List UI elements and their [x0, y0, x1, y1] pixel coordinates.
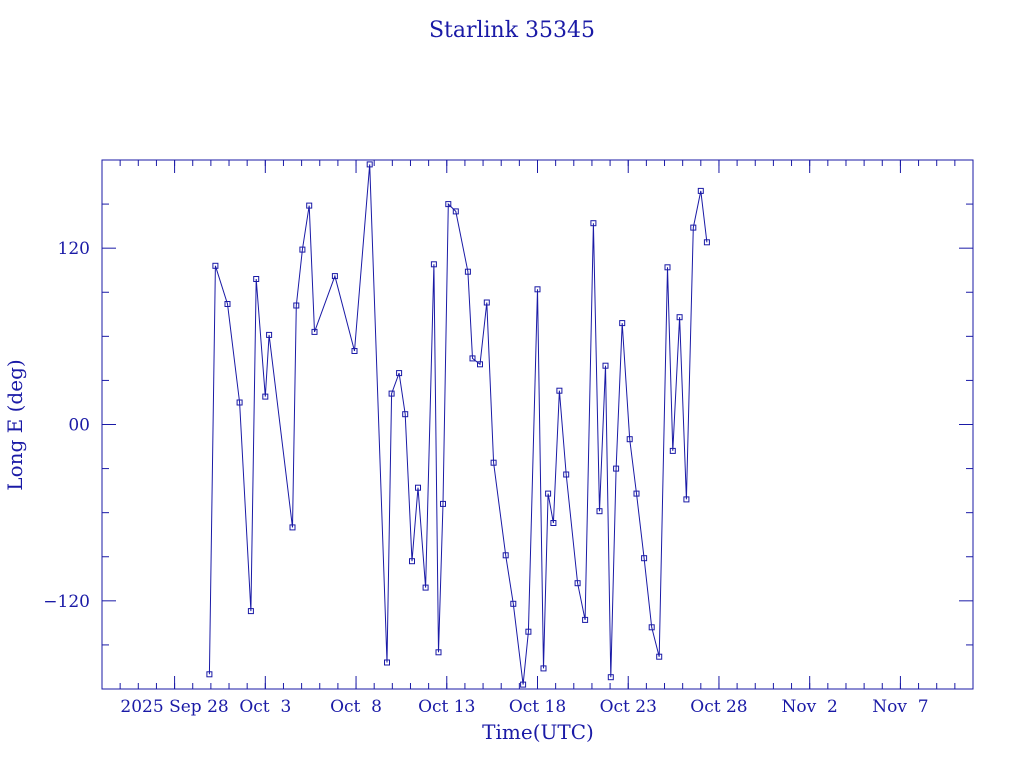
x-tick-label: 2025 Sep 28 [120, 697, 228, 717]
x-tick-label: Oct 23 [600, 697, 657, 717]
x-axis: 2025 Sep 28 Oct 3 Oct 8 Oct 13 Oct 18 Oct 23 O… [101, 160, 974, 717]
data-point [253, 276, 260, 282]
data-point [351, 348, 358, 354]
data-point [366, 161, 373, 168]
y-tick-label: 120 [58, 239, 90, 259]
data-point [477, 361, 483, 368]
data-point [626, 436, 633, 443]
data-point [435, 649, 442, 656]
x-tick-label: Oct 18 [509, 697, 566, 717]
data-point [641, 555, 648, 562]
data-point [422, 584, 429, 591]
data-point [596, 508, 603, 515]
data-point [384, 659, 390, 666]
data-point [556, 387, 563, 394]
data-point [683, 496, 690, 503]
data-point [266, 331, 273, 338]
data-point [664, 264, 671, 271]
data-point [289, 524, 296, 531]
y-axis: 120 00 −120 [43, 159, 973, 690]
data-point [510, 600, 517, 607]
data-point [299, 246, 306, 253]
data-point [540, 665, 547, 672]
x-tick-label: Oct 3 [239, 697, 291, 717]
x-tick-label: Oct 28 [690, 697, 747, 717]
data-point [293, 302, 300, 309]
data-point [545, 490, 552, 497]
data-point [452, 208, 459, 215]
plot-area [101, 159, 974, 690]
series-line [208, 164, 708, 685]
data-point [415, 484, 421, 491]
data-point [212, 262, 219, 269]
y-axis-label: Long E (deg) [3, 359, 27, 490]
data-point [440, 500, 446, 507]
chart-title: Starlink 35345 [429, 18, 595, 43]
series-layer [206, 161, 710, 688]
data-point [331, 273, 338, 280]
data-point [262, 393, 269, 400]
data-point [613, 465, 620, 472]
data-point [648, 624, 655, 631]
data-point [602, 362, 609, 369]
data-point [607, 674, 614, 681]
data-point [676, 314, 683, 321]
data-point [430, 261, 437, 268]
data-point [563, 471, 570, 478]
y-tick-label: −120 [43, 592, 90, 612]
series-group [206, 161, 710, 688]
data-point [590, 220, 597, 227]
data-point [247, 608, 254, 615]
plot-frame [101, 159, 974, 690]
data-point [656, 653, 663, 660]
data-point [525, 628, 532, 635]
data-point [469, 355, 476, 362]
data-point [490, 459, 497, 466]
x-tick-label: Oct 8 [330, 697, 382, 717]
x-tick-label: Nov 7 [872, 697, 928, 717]
y-tick-label: 00 [68, 416, 90, 436]
data-point [574, 580, 581, 587]
data-point [236, 399, 243, 406]
data-point [669, 447, 676, 454]
data-point [396, 370, 403, 377]
data-point [520, 681, 527, 688]
data-point [224, 301, 231, 307]
data-point [534, 286, 541, 293]
data-point [697, 187, 704, 194]
data-point [619, 320, 626, 327]
data-point [464, 268, 471, 275]
data-point [388, 390, 395, 397]
data-point [483, 299, 490, 306]
data-point [582, 616, 589, 623]
data-point [445, 201, 452, 208]
data-point [306, 202, 313, 209]
data-point [633, 490, 640, 497]
x-tick-label: Nov 2 [782, 697, 838, 717]
data-point [206, 671, 213, 678]
data-point [703, 239, 710, 246]
data-point [409, 558, 415, 565]
data-point [550, 520, 557, 526]
data-point [690, 224, 697, 231]
data-point [502, 552, 509, 559]
x-axis-label: Time(UTC) [482, 720, 594, 744]
data-point [402, 411, 409, 418]
data-point [311, 328, 318, 335]
x-tick-label: Oct 13 [418, 697, 475, 717]
